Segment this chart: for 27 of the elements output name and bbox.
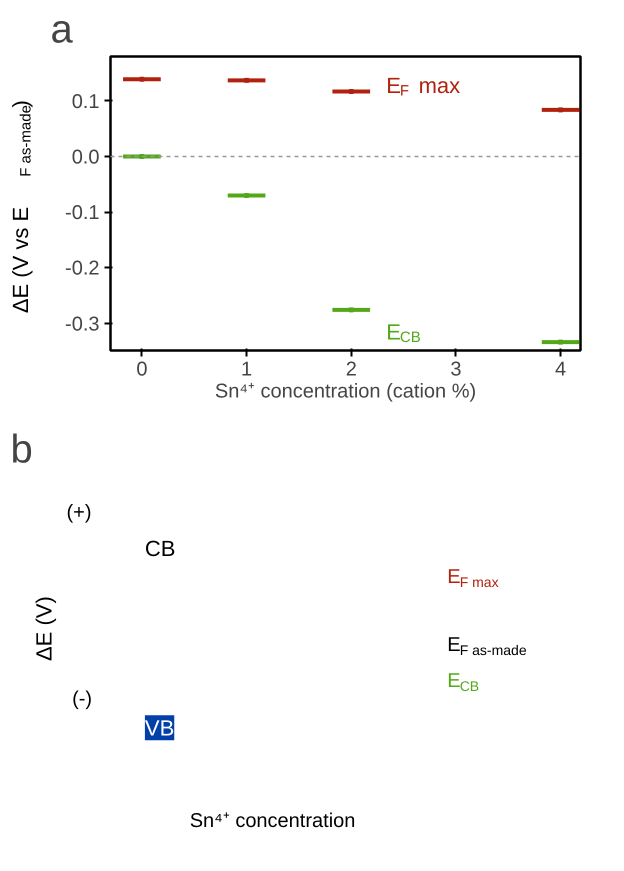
text: (-) bbox=[72, 688, 92, 710]
y-tick-label: -0.3 bbox=[65, 313, 100, 336]
x-tick-label: 2 bbox=[346, 358, 357, 380]
text: VB bbox=[144, 715, 174, 740]
text: (+) bbox=[66, 501, 92, 524]
text: b bbox=[10, 428, 33, 472]
point bbox=[558, 107, 564, 112]
text: Sn⁴⁺ concentration bbox=[190, 810, 356, 832]
x-axis-title: Sn⁴⁺ concentration (cation %) bbox=[214, 380, 476, 402]
point bbox=[348, 307, 354, 312]
y-tick-label: 0.0 bbox=[72, 146, 100, 169]
y-tick-label: 0.1 bbox=[72, 90, 100, 113]
point bbox=[244, 192, 250, 198]
text: ΔE (V) bbox=[32, 596, 57, 662]
point bbox=[558, 340, 564, 345]
x-tick-label: 3 bbox=[450, 358, 462, 380]
chart-title: a bbox=[50, 8, 74, 52]
y-tick-label: -0.2 bbox=[65, 258, 100, 280]
point bbox=[139, 76, 144, 82]
text: ΔE (V vs EF as-made) bbox=[8, 100, 34, 314]
x-tick-label: 1 bbox=[241, 358, 252, 380]
point bbox=[244, 78, 250, 83]
text: CB bbox=[144, 536, 176, 561]
x-tick-label: 0 bbox=[136, 358, 148, 380]
point bbox=[348, 89, 354, 94]
y-tick-label: -0.1 bbox=[65, 202, 100, 224]
x-tick-label: 4 bbox=[555, 358, 566, 380]
